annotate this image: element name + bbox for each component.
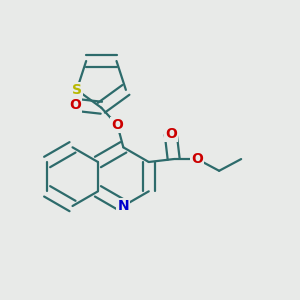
Text: O: O — [112, 118, 123, 132]
Text: N: N — [118, 199, 129, 213]
Text: O: O — [69, 98, 81, 112]
Text: S: S — [72, 83, 82, 97]
Text: O: O — [165, 127, 177, 141]
Text: O: O — [191, 152, 203, 166]
